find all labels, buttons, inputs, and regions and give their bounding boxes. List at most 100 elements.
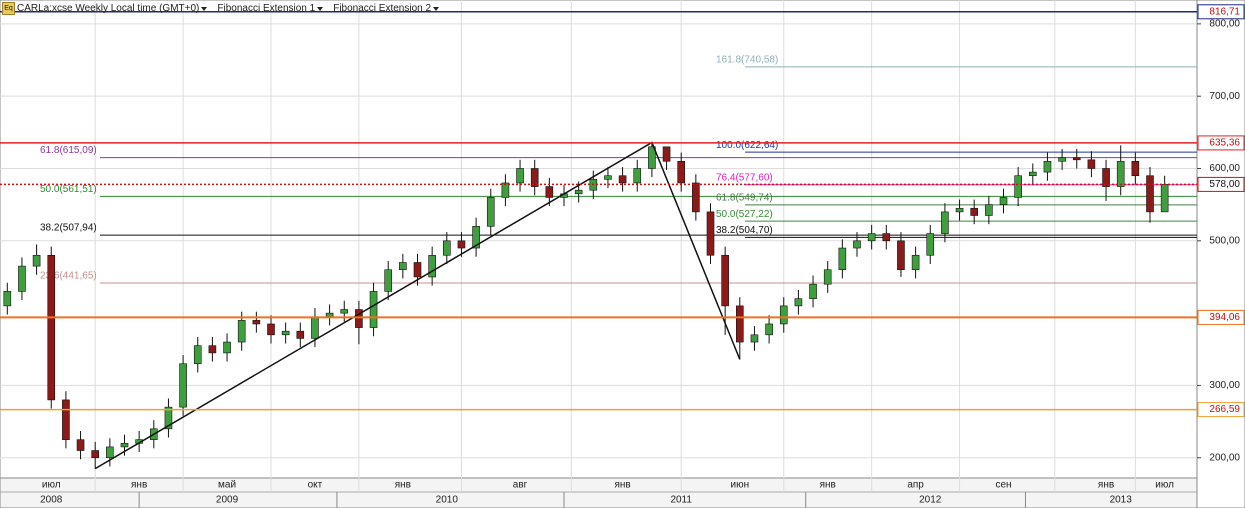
- candle-body: [618, 175, 627, 184]
- fib-label: 23.6(441,65): [40, 271, 97, 282]
- candle-body: [457, 240, 466, 249]
- candle-body: [1087, 159, 1096, 169]
- fib-label: 50.0(527,22): [716, 209, 773, 220]
- y-tick-label: 600,00: [1209, 163, 1240, 174]
- candle-body: [853, 240, 861, 249]
- candle-body: [340, 309, 349, 314]
- candle-body: [399, 262, 407, 271]
- dropdown-arrow: [317, 6, 324, 11]
- candle-body: [252, 320, 261, 325]
- x-tick-label: янв: [131, 480, 147, 491]
- year-label: 2013: [1110, 495, 1133, 506]
- toolbar: Eq CARLa:xcse Weekly Local time (GMT+0) F…: [2, 2, 440, 15]
- candle-body: [765, 323, 773, 336]
- study-name: Fibonacci Extension 2: [333, 3, 432, 14]
- year-label: 2011: [670, 495, 692, 506]
- x-tick-label: янв: [1098, 480, 1114, 491]
- candle-body: [677, 160, 686, 184]
- price-level-tag: [1197, 135, 1245, 151]
- candle-body: [1072, 157, 1081, 161]
- candle-body: [1146, 175, 1154, 213]
- fib-label: 38.2(504,70): [716, 225, 773, 236]
- candle-body: [179, 363, 187, 408]
- candle-body: [76, 439, 85, 451]
- year-label: 2012: [919, 495, 942, 506]
- candle-body: [882, 233, 891, 242]
- candle-body: [1043, 160, 1052, 173]
- year-label: 2010: [436, 495, 459, 506]
- candle-body: [1131, 160, 1140, 177]
- fib-label: 76.4(577,60): [716, 172, 773, 183]
- y-tick-label: 800,00: [1209, 19, 1240, 30]
- x-tick-label: июл: [42, 480, 61, 491]
- candle-body: [648, 146, 656, 169]
- candle-body: [706, 211, 715, 256]
- dropdown-arrow: [201, 6, 208, 11]
- candle-body: [3, 291, 12, 307]
- y-tick-label: 500,00: [1209, 235, 1240, 246]
- candle-body: [926, 233, 935, 256]
- x-tick-label: июн: [730, 480, 749, 491]
- candle-body: [1116, 160, 1125, 187]
- price-axis: [1196, 0, 1245, 508]
- x-tick-label: апр: [907, 480, 924, 491]
- candle-body: [369, 291, 378, 328]
- candle-body: [267, 323, 275, 336]
- candle-body: [32, 254, 41, 267]
- candle-body: [62, 399, 70, 440]
- x-tick-label: июл: [1155, 480, 1174, 491]
- candle-body: [530, 168, 539, 187]
- price-level-tag: [1197, 309, 1245, 325]
- candle-body: [442, 240, 451, 256]
- candle-body: [384, 269, 393, 292]
- candle-body: [164, 406, 173, 430]
- y-tick-label: 200,00: [1209, 452, 1240, 463]
- candle-body: [985, 204, 993, 216]
- candle-body: [355, 309, 363, 328]
- candle-body: [237, 320, 246, 343]
- price-level-label: 394,06: [1209, 312, 1240, 323]
- candle-body: [208, 345, 217, 354]
- candle-body: [897, 240, 905, 271]
- symbol-title: CARLa:xcse Weekly Local time (GMT+0): [17, 3, 200, 14]
- y-tick-label: 300,00: [1209, 380, 1240, 391]
- year-label: 2008: [40, 495, 63, 506]
- symbol-menu[interactable]: Eq CARLa:xcse Weekly Local time (GMT+0): [2, 2, 208, 15]
- fib-label: 38.2(507,94): [40, 223, 97, 234]
- candle-body: [1058, 157, 1066, 162]
- candle-body: [970, 207, 979, 216]
- candle-body: [823, 269, 832, 285]
- study-menu[interactable]: Fibonacci Extension 1: [217, 3, 324, 14]
- candle-body: [1102, 168, 1110, 187]
- candle-body: [486, 197, 495, 227]
- candle-body: [516, 168, 524, 184]
- fib-label: 50.0(561,51): [40, 184, 97, 195]
- fib-label: 61.8(549,74): [716, 192, 773, 203]
- candle-body: [574, 189, 583, 195]
- candle-body: [604, 175, 612, 180]
- icon: Eq: [2, 2, 15, 15]
- candle-body: [735, 305, 744, 343]
- candle-body: [325, 312, 334, 318]
- candle-body: [809, 283, 817, 299]
- x-tick-label: май: [218, 480, 236, 491]
- candle-body: [120, 442, 129, 448]
- candle-body: [106, 446, 114, 459]
- candle-body: [692, 182, 700, 213]
- candle-body: [47, 254, 56, 401]
- x-tick-label: янв: [395, 480, 411, 491]
- candle-body: [955, 207, 964, 213]
- candle-body: [1029, 171, 1037, 177]
- candle-body: [296, 330, 305, 339]
- study-menu[interactable]: Fibonacci Extension 2: [333, 3, 440, 14]
- candle-body: [750, 334, 759, 343]
- price-level-tag: [1197, 4, 1245, 20]
- price-level-label: 266,59: [1209, 404, 1240, 415]
- x-tick-label: окт: [308, 480, 323, 491]
- y-tick-label: 700,00: [1209, 91, 1240, 102]
- candle-body: [413, 262, 422, 278]
- candle-body: [662, 146, 671, 162]
- candle-body: [838, 247, 847, 271]
